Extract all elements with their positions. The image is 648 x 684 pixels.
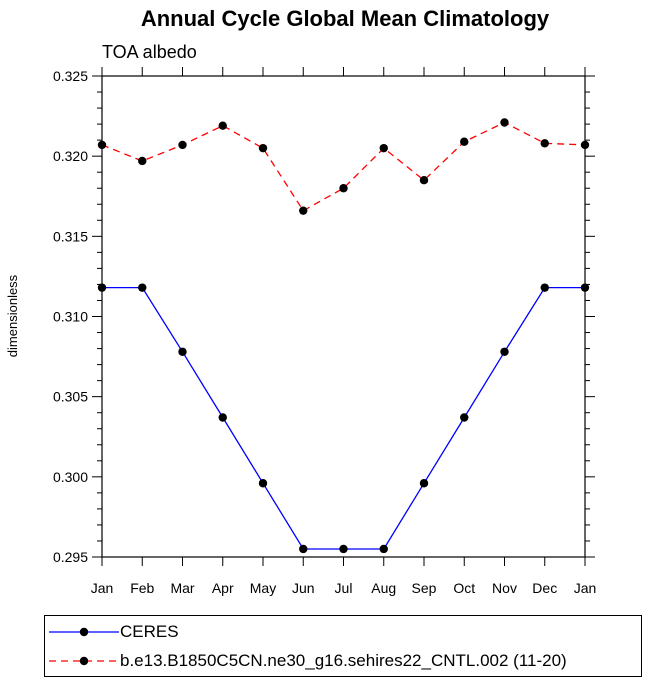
legend-swatch-ceres — [49, 627, 119, 637]
x-tick-label: Jun — [292, 580, 315, 596]
x-tick-label: Nov — [492, 580, 517, 596]
x-tick-label: Aug — [371, 580, 396, 596]
data-point-s1 — [299, 206, 308, 215]
x-tick-label: Jan — [91, 580, 114, 596]
data-point-s1 — [580, 140, 590, 150]
y-tick-label: 0.300 — [53, 469, 88, 485]
data-point-s0 — [218, 413, 227, 422]
data-point-s0 — [178, 347, 187, 356]
data-point-s1 — [138, 156, 147, 166]
data-point-s0 — [580, 283, 590, 292]
x-tick-label: Apr — [212, 580, 234, 596]
data-point-s1 — [500, 118, 509, 127]
chart-title: Annual Cycle Global Mean Climatology — [141, 6, 550, 31]
legend-item-model: b.e13.B1850C5CN.ne30_g16.sehires22_CNTL.… — [45, 647, 641, 675]
x-tick-label: Feb — [130, 580, 154, 596]
y-tick-label: 0.305 — [53, 389, 88, 405]
series-line-0 — [102, 286, 585, 550]
data-point-s0 — [299, 544, 308, 554]
y-axis-label: dimensionless — [5, 274, 20, 357]
data-point-s1 — [419, 176, 429, 185]
data-point-s0 — [540, 283, 549, 292]
data-point-s1 — [339, 184, 348, 193]
y-tick-label: 0.295 — [53, 549, 88, 565]
data-point-s0 — [97, 283, 107, 292]
chart: Annual Cycle Global Mean Climatology TOA… — [5, 6, 596, 596]
data-point-s0 — [339, 544, 348, 554]
y-tick-label: 0.320 — [53, 148, 88, 164]
data-point-s1 — [178, 140, 187, 150]
x-tick-label: Oct — [453, 580, 475, 596]
legend-item-ceres: CERES — [45, 618, 641, 646]
data-point-s1 — [540, 139, 549, 148]
y-tick-label: 0.310 — [53, 309, 88, 325]
chart-subtitle: TOA albedo — [102, 42, 197, 62]
x-tick-label: Mar — [170, 580, 194, 596]
legend-label-model: b.e13.B1850C5CN.ne30_g16.sehires22_CNTL.… — [120, 651, 567, 670]
series-layer — [97, 118, 590, 554]
data-point-s0 — [500, 347, 509, 356]
data-point-s1 — [460, 137, 469, 146]
x-tick-label: Sep — [412, 580, 437, 596]
data-point-s0 — [379, 544, 388, 554]
x-tick-label: Dec — [532, 580, 557, 596]
x-tick-label: Jan — [574, 580, 597, 596]
legend-swatch-model — [49, 656, 119, 666]
y-tick-label: 0.315 — [53, 228, 88, 244]
data-point-s0 — [419, 479, 429, 488]
data-point-s1 — [379, 143, 388, 153]
legend-label-ceres: CERES — [120, 622, 179, 641]
x-tick-label: May — [250, 580, 276, 596]
data-point-s1 — [218, 121, 227, 130]
data-point-s1 — [258, 143, 268, 153]
data-point-s1 — [97, 140, 107, 150]
data-point-s0 — [258, 479, 268, 488]
axes: 0.295 0.300 0.305 0.310 0.315 0.320 0.325 Jan Fe… — [53, 67, 596, 596]
y-tick-label: 0.325 — [53, 68, 88, 84]
data-point-s0 — [460, 413, 469, 422]
data-point-s0 — [138, 283, 147, 292]
x-tick-label: Jul — [335, 580, 353, 596]
series-line-1 — [101, 121, 586, 212]
legend: CERES b.e13.B1850C5CN.ne30_g16.sehires22… — [44, 615, 642, 677]
